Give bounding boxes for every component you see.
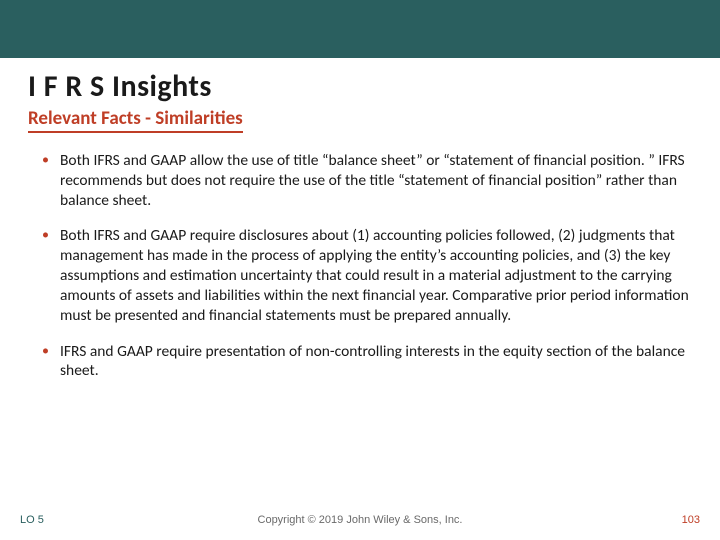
slide-title: I F R S Insights (28, 68, 692, 105)
copyright-text: Copyright © 2019 John Wiley & Sons, Inc. (258, 514, 463, 526)
bullet-item: IFRS and GAAP require presentation of no… (46, 342, 692, 382)
slide-content: I F R S Insights Relevant Facts - Simila… (0, 58, 720, 381)
learning-objective-label: LO 5 (20, 514, 44, 526)
top-bar (0, 0, 720, 58)
page-number: 103 (682, 514, 700, 526)
bullet-item: Both IFRS and GAAP allow the use of titl… (46, 151, 692, 210)
slide-subtitle: Relevant Facts - Similarities (28, 107, 243, 133)
bullet-list: Both IFRS and GAAP allow the use of titl… (28, 151, 692, 381)
bullet-item: Both IFRS and GAAP require disclosures a… (46, 226, 692, 325)
footer: LO 5 Copyright © 2019 John Wiley & Sons,… (0, 514, 720, 526)
